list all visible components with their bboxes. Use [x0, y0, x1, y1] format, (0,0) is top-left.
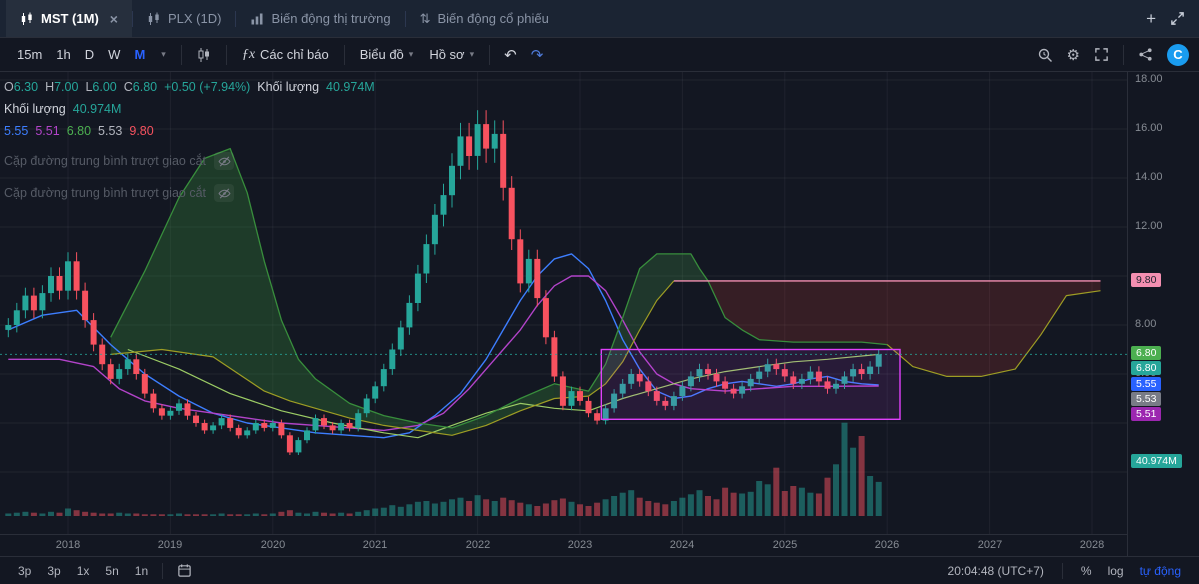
price-axis-label: 18.00	[1135, 73, 1163, 85]
price-label-chip: 9.80	[1131, 272, 1162, 287]
auto-scale-button[interactable]: tự động	[1134, 562, 1187, 580]
chart-layout-menu[interactable]: Biểu đồ ▾	[353, 43, 421, 66]
ohlc-row: O6.30 H7.00 L6.00 C6.80 +0.50 (+7.94%) K…	[4, 80, 375, 94]
hidden-indicator-row: Cặp đường trung bình trượt giao cắt	[4, 152, 375, 170]
price-label-chip: 6.80	[1131, 361, 1162, 376]
chart-legend: O6.30 H7.00 L6.00 C6.80 +0.50 (+7.94%) K…	[4, 80, 375, 202]
indicator-value: 6.80	[66, 124, 92, 138]
time-axis-label: 2020	[260, 539, 286, 551]
clock[interactable]: 20:04:48 (UTC+7)	[947, 563, 1044, 578]
overlay-lines	[8, 147, 1101, 439]
interval-W[interactable]: W	[101, 43, 127, 66]
go-to-date-icon[interactable]	[171, 559, 198, 582]
range-button-2[interactable]: 3p	[41, 561, 66, 581]
time-axis-label: 2019	[157, 539, 183, 551]
price-label-chip: 5.53	[1131, 392, 1162, 406]
candlestick-chart[interactable]	[0, 72, 1127, 534]
range-button-5[interactable]: 1n	[129, 561, 154, 581]
add-tab-button[interactable]: +	[1146, 9, 1156, 28]
log-scale-button[interactable]: log	[1102, 562, 1130, 580]
indicator-value: 5.53	[98, 124, 123, 138]
price-label-chip: 5.51	[1131, 407, 1162, 421]
price-axis-label: 14.00	[1135, 171, 1163, 183]
candles-icon	[147, 12, 161, 26]
redo-icon[interactable]: ↷	[525, 42, 550, 68]
price-change: +0.50 (+7.94%)	[164, 80, 251, 94]
time-axis-label: 2024	[669, 539, 695, 551]
volume-bars	[5, 422, 882, 516]
tabs-bar: MST (1M) × PLX (1D) Biến động thị trường ⇅ Bi…	[0, 0, 1199, 38]
tab-separator	[404, 10, 406, 27]
time-axis-label: 2028	[1079, 539, 1105, 551]
tab-2[interactable]: PLX (1D)	[133, 0, 235, 37]
time-axis-label: 2021	[362, 539, 388, 551]
profile-menu[interactable]: Hồ sơ ▾	[422, 43, 481, 66]
price-label-chip: 40.974M	[1131, 454, 1182, 468]
interval-1h[interactable]: 1h	[49, 43, 77, 66]
time-axis[interactable]: 2018 2019 2020 2021 2022 2023 2024 2025 2026 2027…	[0, 534, 1127, 556]
indicator-value: 5.55	[4, 124, 29, 138]
candles	[5, 110, 882, 455]
interval-D[interactable]: D	[78, 43, 101, 66]
range-button-4[interactable]: 5n	[99, 561, 124, 581]
time-axis-label: 2026	[874, 539, 900, 551]
fullscreen-icon[interactable]	[1088, 43, 1115, 66]
fx-icon: ƒx	[241, 46, 256, 62]
price-axis[interactable]: 18.0016.0014.0012.008.006.009.806.806.80…	[1127, 72, 1199, 556]
tab-1[interactable]: MST (1M) ×	[6, 0, 132, 37]
interval-15m[interactable]: 15m	[10, 43, 49, 66]
price-axis-label: 8.00	[1135, 318, 1157, 330]
rectangle-drawing[interactable]	[600, 348, 901, 421]
share-icon[interactable]	[1132, 43, 1159, 66]
indicator-value: 5.51	[35, 124, 60, 138]
time-axis-label: 2018	[55, 539, 81, 551]
range-button-3[interactable]: 1x	[71, 561, 96, 581]
price-axis-label: 16.00	[1135, 122, 1163, 134]
tab-4[interactable]: ⇅ Biến động cổ phiếu	[419, 10, 549, 27]
stock-arrows-icon: ⇅	[419, 10, 431, 26]
volume-value: 40.974M	[326, 80, 375, 94]
time-axis-label: 2022	[465, 539, 491, 551]
indicator-values-row: 5.55 5.51 6.80 5.53 9.80	[4, 124, 375, 138]
volume-indicator-row: Khối lượng 40.974M	[4, 102, 122, 116]
indicator-value: 9.80	[129, 124, 154, 138]
range-button-1[interactable]: 3p	[12, 561, 37, 581]
tab-3[interactable]: Biến động thị trường	[236, 0, 404, 37]
undo-icon[interactable]: ↶	[498, 42, 523, 68]
price-label-chip: 6.80	[1131, 346, 1162, 361]
price-label-chip: 5.55	[1131, 377, 1162, 391]
time-axis-label: 2025	[772, 539, 798, 551]
candles-icon	[20, 12, 34, 26]
time-axis-label: 2023	[567, 539, 593, 551]
market-bars-icon	[250, 12, 264, 26]
time-axis-label: 2027	[977, 539, 1003, 551]
percent-scale-button[interactable]: %	[1075, 562, 1098, 580]
interval-menu-button[interactable]: ▾	[154, 45, 173, 64]
expand-icon[interactable]	[1170, 11, 1185, 26]
interval-M[interactable]: M	[127, 43, 152, 66]
bottom-bar: 3p 3p 1x 5n 1n 20:04:48 (UTC+7) % log tự độn…	[0, 556, 1199, 584]
grid	[0, 72, 1127, 534]
price-axis-label: 12.00	[1135, 220, 1163, 232]
chart-area: 2018 2019 2020 2021 2022 2023 2024 2025 2026 2027…	[0, 72, 1199, 556]
search-history-icon[interactable]	[1031, 43, 1059, 67]
indicators-button[interactable]: ƒx Các chỉ báo	[235, 43, 336, 67]
broker-logo[interactable]: C	[1167, 43, 1189, 66]
settings-gear-icon[interactable]: ⚙	[1061, 42, 1086, 68]
chart-toolbar: 15m 1h D W M ▾ ƒx Các chỉ báo Biểu đồ ▾ Hồ sơ…	[0, 38, 1199, 72]
close-icon[interactable]: ×	[109, 10, 118, 27]
visibility-off-icon[interactable]	[214, 152, 234, 170]
ichimoku-clouds	[110, 148, 1101, 436]
tab-separator	[235, 10, 237, 27]
tab-separator	[131, 10, 133, 27]
visibility-off-icon[interactable]	[214, 184, 234, 202]
hidden-indicator-row: Cặp đường trung bình trượt giao cắt	[4, 184, 375, 202]
candle-style-icon[interactable]	[190, 43, 218, 67]
